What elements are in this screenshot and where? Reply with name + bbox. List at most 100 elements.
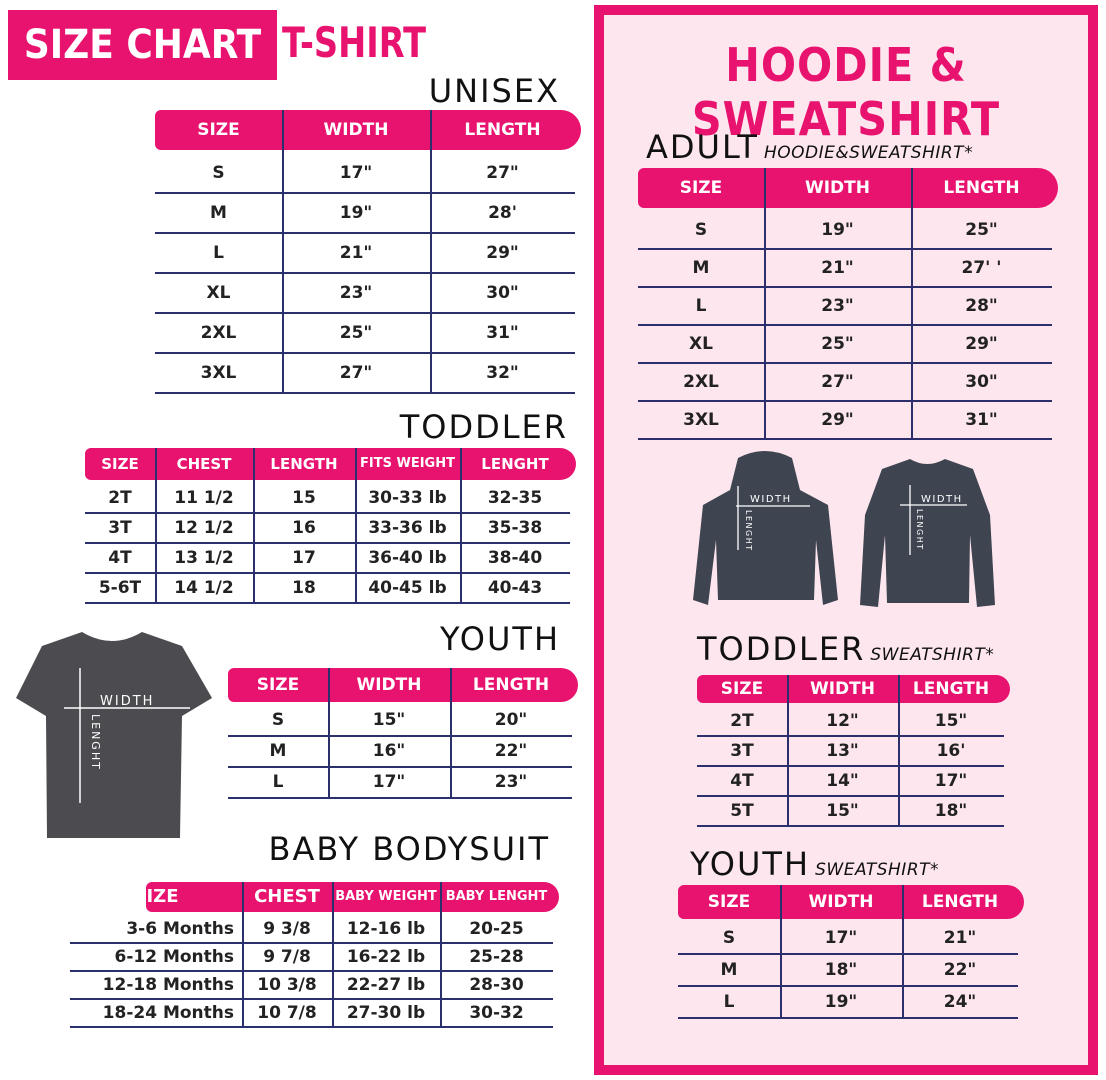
section-title: ADULT: [646, 128, 759, 166]
table-cell: 27-30 lb: [346, 1002, 426, 1023]
section-title: BABY BODYSUIT: [268, 830, 550, 868]
table-cell: 40-45 lb: [368, 577, 447, 598]
table-cell: 4T: [108, 547, 132, 568]
table-cell: 13": [826, 740, 859, 761]
row-line: [155, 352, 575, 354]
table-cell: 20-25: [469, 918, 524, 939]
section-subtitle: HOODIE&SWEATSHIRT*: [764, 143, 974, 163]
table-cell: 27": [821, 371, 854, 392]
section-title: TODDLER: [697, 630, 866, 668]
column-header: SIZE: [720, 678, 764, 699]
table-cell: 30": [965, 371, 998, 392]
column-line: [155, 448, 157, 603]
section-heading: YOUTH SWEATSHIRT*: [690, 845, 939, 883]
column-header: WIDTH: [804, 177, 870, 198]
table-cell: XL: [689, 333, 713, 354]
table-cell: 5T: [730, 800, 754, 821]
column-header: CHEST: [176, 454, 232, 473]
column-line: [764, 168, 766, 439]
table-cell: 19": [821, 219, 854, 240]
table-cell: 29": [821, 409, 854, 430]
row-line: [85, 572, 570, 574]
table-cell: 10 7/8: [257, 1002, 317, 1023]
table-cell: 15": [934, 710, 968, 731]
panel-title: HOODIE & SWEATSHIRT: [691, 38, 1001, 146]
table-cell: 17": [339, 162, 373, 183]
table-cell: 25": [821, 333, 854, 354]
header-bar: [678, 885, 1024, 919]
column-header: LENGTH: [921, 891, 999, 912]
section-title: UNISEX: [428, 72, 560, 110]
table-cell: XL: [206, 282, 231, 303]
table-cell: 31": [486, 322, 519, 343]
column-header: LENGTH: [472, 674, 550, 695]
width-label: WIDTH: [750, 494, 792, 505]
table-cell: L: [272, 772, 284, 793]
table-cell: 38-40: [487, 547, 543, 568]
table-cell: 21": [821, 257, 854, 278]
table-cell: 14": [826, 770, 859, 791]
column-header: LENGHT: [481, 454, 549, 473]
table-cell: 12 1/2: [174, 517, 234, 538]
table-cell: 16": [372, 741, 406, 762]
table-cell: 29": [486, 242, 519, 263]
column-header: LENGTH: [464, 119, 541, 140]
row-line: [638, 286, 1052, 288]
column-header: LENGTH: [912, 678, 990, 699]
table-cell: 20": [494, 710, 528, 731]
column-header: SIZE: [197, 119, 240, 140]
table-cell: S: [212, 162, 225, 183]
table-cell: 30": [486, 282, 519, 303]
column-line: [440, 882, 442, 1027]
column-header: SIZE: [679, 177, 723, 198]
table-cell: 11 1/2: [174, 487, 234, 508]
table-cell: 15": [826, 800, 859, 821]
column-line: [450, 668, 452, 798]
table-cell: 21": [943, 927, 977, 948]
row-line: [155, 192, 575, 194]
table-cell: 17": [372, 772, 406, 793]
table-cell: 28': [488, 202, 517, 223]
sweatshirt-shape: [860, 459, 995, 607]
row-line: [85, 602, 570, 604]
hoodie-shape: [693, 451, 838, 605]
table-cell: 3-6 Months: [126, 918, 234, 939]
row-line: [638, 362, 1052, 364]
table-cell: 23": [821, 295, 854, 316]
section-heading: TODDLER SWEATSHIRT*: [697, 630, 994, 668]
table-cell: 17: [292, 547, 316, 568]
column-line: [780, 885, 782, 1018]
table-cell: 3T: [730, 740, 754, 761]
hoodie-figure: WIDTH LENGHT: [693, 451, 838, 605]
section-title: YOUTH: [690, 845, 811, 883]
section-title: YOUTH: [439, 620, 560, 658]
table-cell: 32-35: [487, 487, 543, 508]
table-cell: 32": [486, 362, 519, 383]
section-subtitle: SWEATSHIRT*: [870, 645, 995, 665]
header-bar: [155, 110, 581, 150]
tshirt-figure: WIDTH LENGHT: [16, 632, 212, 838]
column-header: WIDTH: [809, 678, 875, 699]
row-line: [697, 825, 1004, 827]
header-bar: [85, 448, 576, 480]
row-line: [70, 942, 553, 944]
row-line: [155, 272, 575, 274]
table-cell: 40-43: [487, 577, 543, 598]
table-cell: 18: [292, 577, 316, 598]
length-label: LENGHT: [744, 510, 753, 552]
table-cell: 27' ': [961, 257, 1002, 278]
table-cell: 6-12 Months: [114, 946, 234, 967]
table-cell: 33-36 lb: [368, 517, 447, 538]
table-cell: 3T: [108, 517, 132, 538]
row-line: [638, 400, 1052, 402]
header-title: SIZE CHART: [8, 10, 277, 80]
column-header: SIZE: [133, 886, 179, 908]
table-cell: 16': [936, 740, 966, 761]
table-cell: 16: [292, 517, 316, 538]
table-cell: 2T: [730, 710, 754, 731]
sweatshirt-figure: WIDTH LENGHT: [860, 459, 995, 607]
table-cell: 29": [965, 333, 998, 354]
header-bar: [146, 882, 559, 912]
table-cell: 19": [824, 991, 858, 1012]
